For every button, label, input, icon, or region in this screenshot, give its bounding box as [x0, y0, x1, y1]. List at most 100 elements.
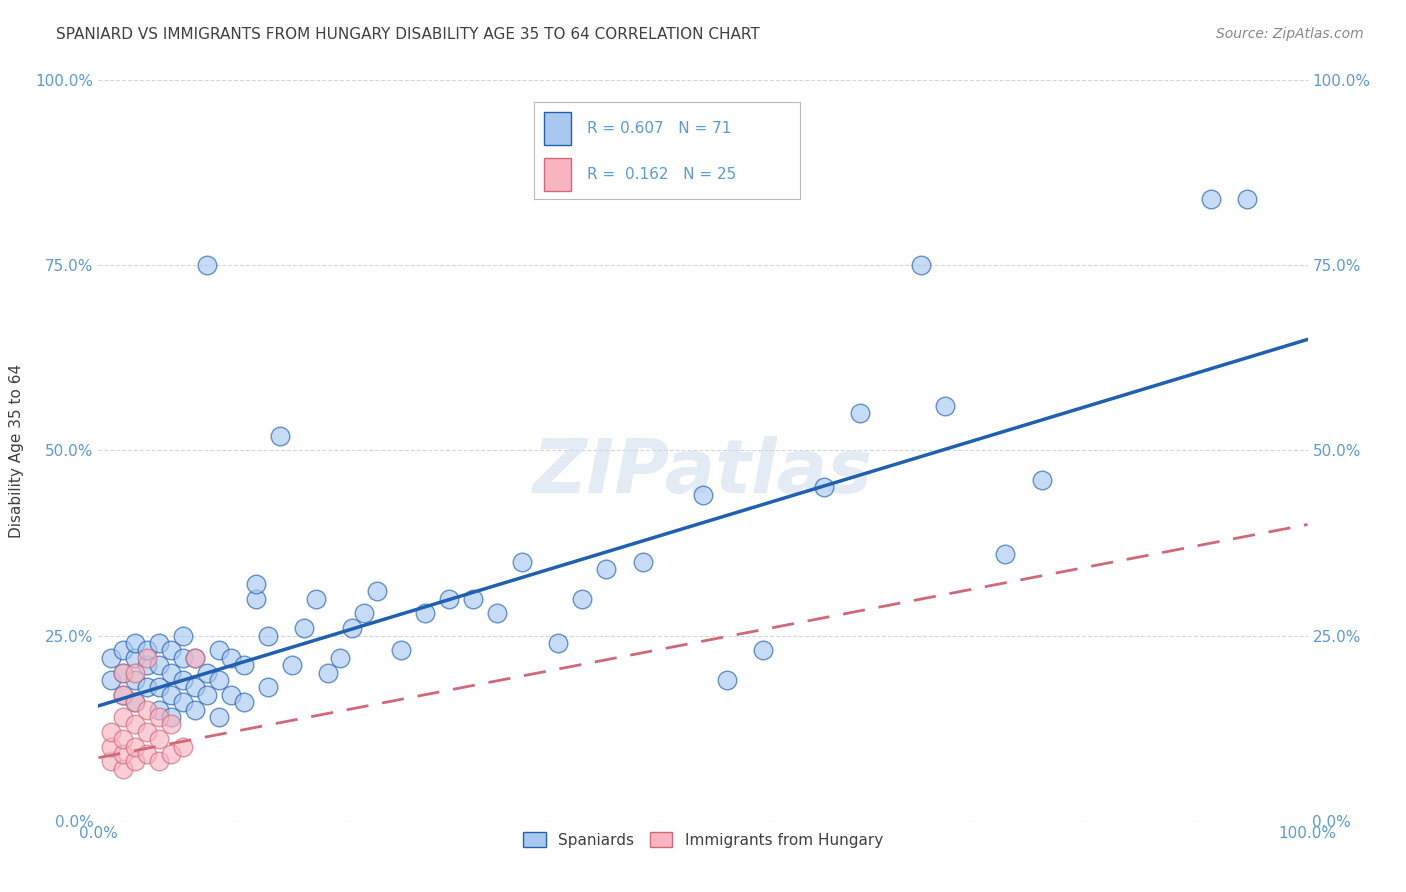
Point [631, 555, 654, 569]
Point [135, 650, 157, 665]
Point [510, 555, 533, 569]
Point [934, 399, 956, 413]
Point [752, 643, 775, 657]
Point [195, 688, 218, 702]
Point [111, 665, 134, 680]
Point [160, 710, 183, 724]
Point [329, 650, 352, 665]
Point [111, 747, 134, 761]
Point [135, 747, 157, 761]
Point [172, 650, 194, 665]
Text: ZIPatlas: ZIPatlas [533, 436, 873, 509]
Point [135, 658, 157, 673]
Point [111, 710, 134, 724]
Point [994, 547, 1017, 561]
Point [100, 755, 122, 769]
Point [245, 591, 267, 606]
Point [305, 591, 328, 606]
Point [195, 259, 218, 273]
Point [413, 607, 436, 621]
Text: Source: ZipAtlas.com: Source: ZipAtlas.com [1216, 27, 1364, 41]
Point [100, 739, 122, 754]
Point [1236, 192, 1258, 206]
Point [353, 607, 375, 621]
Point [148, 755, 170, 769]
Point [595, 562, 617, 576]
Text: SPANIARD VS IMMIGRANTS FROM HUNGARY DISABILITY AGE 35 TO 64 CORRELATION CHART: SPANIARD VS IMMIGRANTS FROM HUNGARY DISA… [56, 27, 761, 42]
Point [910, 259, 932, 273]
Point [208, 643, 231, 657]
Point [124, 717, 146, 731]
Point [124, 673, 146, 687]
Point [111, 762, 134, 776]
Point [245, 576, 267, 591]
Point [111, 665, 134, 680]
Point [486, 607, 509, 621]
Point [692, 488, 714, 502]
Point [111, 643, 134, 657]
Point [1031, 473, 1053, 487]
Point [172, 628, 194, 642]
Point [316, 665, 339, 680]
Point [124, 650, 146, 665]
Point [184, 703, 207, 717]
Point [111, 688, 134, 702]
Point [1199, 192, 1222, 206]
Y-axis label: Disability Age 35 to 64: Disability Age 35 to 64 [10, 363, 24, 538]
Point [100, 673, 122, 687]
Point [256, 681, 278, 695]
Point [184, 650, 207, 665]
Point [342, 621, 364, 635]
Point [111, 688, 134, 702]
Point [292, 621, 315, 635]
Point [547, 636, 569, 650]
Point [148, 710, 170, 724]
Point [148, 703, 170, 717]
Point [100, 724, 122, 739]
Point [148, 636, 170, 650]
Point [100, 650, 122, 665]
Point [124, 636, 146, 650]
Point [148, 732, 170, 747]
Point [389, 643, 412, 657]
Point [849, 407, 872, 421]
Point [232, 658, 254, 673]
Point [124, 665, 146, 680]
Point [160, 665, 183, 680]
Point [366, 584, 388, 599]
Point [208, 673, 231, 687]
Point [184, 681, 207, 695]
Point [463, 591, 485, 606]
Point [160, 643, 183, 657]
Point [124, 739, 146, 754]
Point [256, 628, 278, 642]
Point [124, 755, 146, 769]
Point [135, 643, 157, 657]
Point [221, 688, 243, 702]
Point [172, 695, 194, 709]
Point [281, 658, 304, 673]
Point [124, 695, 146, 709]
Point [148, 658, 170, 673]
Point [135, 703, 157, 717]
Point [269, 428, 291, 442]
Point [172, 739, 194, 754]
Point [135, 681, 157, 695]
Point [221, 650, 243, 665]
Point [135, 724, 157, 739]
Point [571, 591, 593, 606]
Point [160, 717, 183, 731]
Point [195, 665, 218, 680]
Point [148, 681, 170, 695]
Legend: Spaniards, Immigrants from Hungary: Spaniards, Immigrants from Hungary [517, 825, 889, 854]
Point [172, 673, 194, 687]
Point [208, 710, 231, 724]
Point [124, 695, 146, 709]
Point [160, 747, 183, 761]
Point [716, 673, 738, 687]
Point [813, 480, 835, 494]
Point [111, 732, 134, 747]
Point [184, 650, 207, 665]
Point [160, 688, 183, 702]
Point [232, 695, 254, 709]
